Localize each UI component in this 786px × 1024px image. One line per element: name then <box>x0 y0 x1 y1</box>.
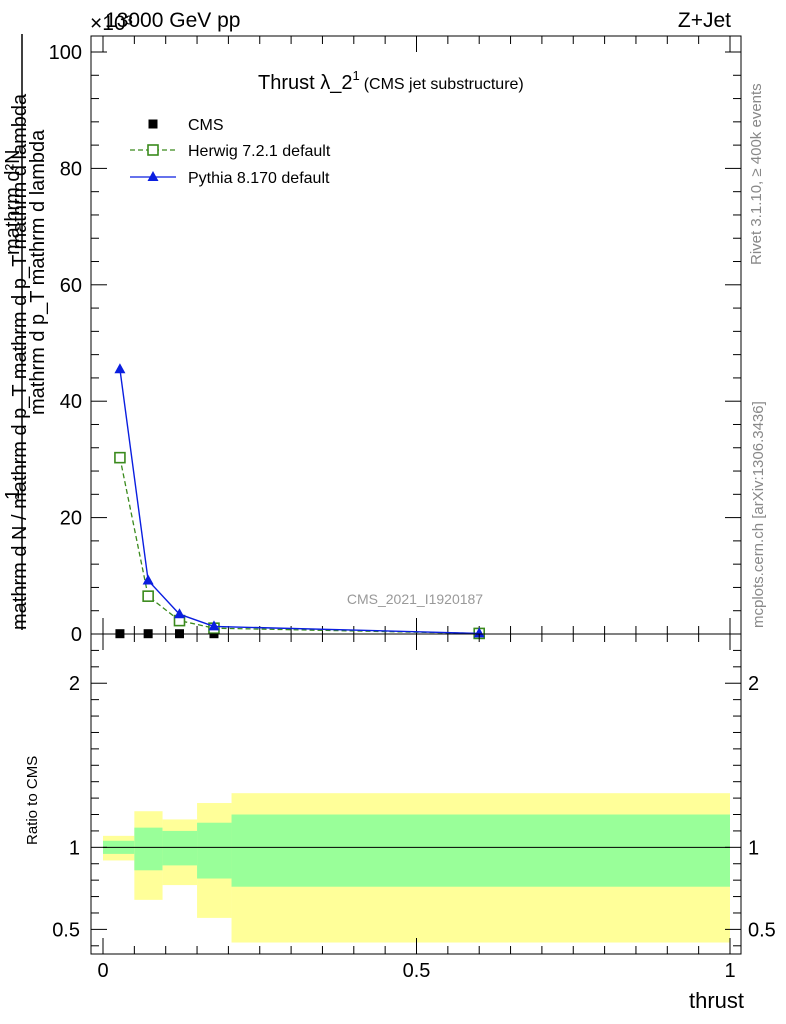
ratio-y-tick-label-right: 2 <box>748 673 759 695</box>
process-label: Z+Jet <box>678 9 731 32</box>
ratio-x-tick-label: 1 <box>724 960 735 982</box>
ratio-panel: 0.5 0.51 12 2 0 0.5 1 Ratio to CMS thrust <box>24 633 776 1013</box>
ratio-y-tick-label: 2 <box>69 673 80 695</box>
main-y-axis-label: mathrm d N / mathrm d p_T mathrm d p_T m… <box>2 34 49 630</box>
main-y-tick-label: 60 <box>60 275 82 297</box>
ratio-inner-band <box>162 830 198 866</box>
source-label: mcplots.cern.ch [arXiv:1306.3436] <box>750 401 767 628</box>
ratio-bands <box>103 793 730 943</box>
legend-marker-cms <box>148 119 158 129</box>
main-panel: 0 20 40 60 80 100 CMS_2021_I1920187 Thrust λ_… <box>49 35 742 646</box>
y-exponent-label: ×10³ <box>90 12 133 35</box>
chart-title-sup: 1 <box>352 68 359 83</box>
main-y-ticks: 0 20 40 60 80 100 <box>49 36 741 646</box>
ratio-y-tick-label-right: 0.5 <box>748 919 776 941</box>
chart-title: Thrust λ_21 (CMS jet substructure) <box>258 68 524 94</box>
ratio-x-tick-label: 0.5 <box>403 960 431 982</box>
data-point-herwig-7-2-1-default <box>142 590 154 602</box>
y-label-mid: mathrm d p_T mathrm d lambda <box>27 129 49 415</box>
main-y-tick-label: 100 <box>49 42 82 64</box>
ratio-inner-band <box>197 822 232 879</box>
ratio-y-tick-label: 0.5 <box>52 919 80 941</box>
main-y-tick-label: 80 <box>60 158 82 180</box>
y-label-top: mathrm d²N <box>2 149 24 255</box>
ratio-y-tick-label-right: 1 <box>748 837 759 859</box>
data-point-pythia-8-170-default <box>142 574 154 585</box>
x-axis-label: thrust <box>689 988 744 1013</box>
y-label-numerator-one: 1 <box>2 489 24 500</box>
ratio-y-label: Ratio to CMS <box>24 756 41 845</box>
legend-label-cms: CMS <box>188 117 224 134</box>
data-point-pythia-8-170-default <box>473 627 485 638</box>
data-point-pythia-8-170-default <box>173 608 185 619</box>
main-y-tick-label: 0 <box>71 624 82 646</box>
ratio-inner-band <box>231 814 730 887</box>
ratio-y-tick-label: 1 <box>69 837 80 859</box>
main-y-tick-label: 20 <box>60 508 82 530</box>
legend-label-herwig-7-2-1-default: Herwig 7.2.1 default <box>188 143 331 160</box>
legend-marker-herwig-7-2-1-default <box>147 144 159 156</box>
chart-title-sub: (CMS jet substructure) <box>364 76 524 93</box>
y-label-denominator: mathrm d N / mathrm d p_T mathrm d p_T m… <box>9 93 31 630</box>
main-y-tick-label: 40 <box>60 391 82 413</box>
data-point-pythia-8-170-default <box>114 363 126 374</box>
chart-title-main: Thrust λ_2 <box>258 72 352 94</box>
ratio-x-ticks: 0 0.5 1 <box>97 634 736 982</box>
data-point-pythia-8-170-default <box>208 620 220 631</box>
watermark: CMS_2021_I1920187 <box>347 591 483 607</box>
energy-label: 13000 GeV pp <box>105 9 240 32</box>
series-line-herwig-7-2-1-default <box>119 457 480 635</box>
ratio-x-tick-label: 0 <box>97 960 108 982</box>
legend-label-pythia-8-170-default: Pythia 8.170 default <box>188 170 330 187</box>
legend-marker-pythia-8-170-default <box>147 171 159 181</box>
legend: CMS Herwig 7.2.1 default Pythia 8.170 defa… <box>130 117 331 187</box>
ratio-inner-band <box>134 827 163 871</box>
ratio-y-ticks: 0.5 0.5 1 1 2 2 <box>52 649 776 947</box>
data-point-herwig-7-2-1-default <box>114 451 126 464</box>
rivet-version-label: Rivet 3.1.10, ≥ 400k events <box>748 83 765 265</box>
